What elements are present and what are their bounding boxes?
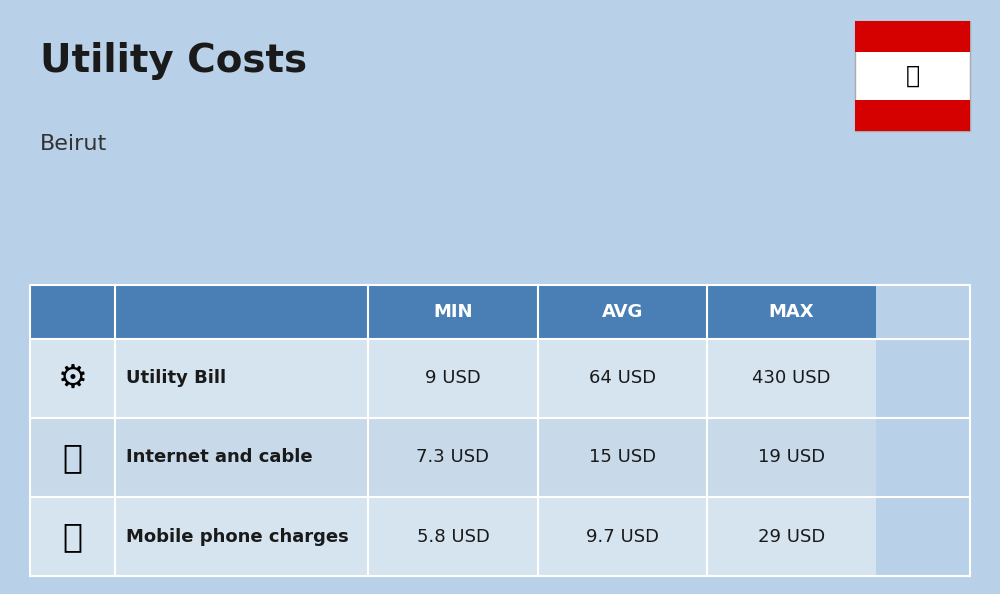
FancyBboxPatch shape <box>115 339 368 418</box>
FancyBboxPatch shape <box>707 285 876 339</box>
Text: 64 USD: 64 USD <box>589 369 656 387</box>
FancyBboxPatch shape <box>368 418 538 497</box>
FancyBboxPatch shape <box>707 497 876 576</box>
Text: Utility Costs: Utility Costs <box>40 42 307 80</box>
Text: Mobile phone charges: Mobile phone charges <box>126 527 349 545</box>
Text: 🌲: 🌲 <box>905 64 920 88</box>
FancyBboxPatch shape <box>855 100 970 131</box>
FancyBboxPatch shape <box>855 21 970 52</box>
FancyBboxPatch shape <box>538 418 707 497</box>
Text: Utility Bill: Utility Bill <box>126 369 226 387</box>
Text: 19 USD: 19 USD <box>758 448 825 466</box>
FancyBboxPatch shape <box>30 497 115 576</box>
Text: 29 USD: 29 USD <box>758 527 825 545</box>
FancyBboxPatch shape <box>538 497 707 576</box>
FancyBboxPatch shape <box>707 418 876 497</box>
FancyBboxPatch shape <box>368 339 538 418</box>
Text: 9 USD: 9 USD <box>425 369 481 387</box>
FancyBboxPatch shape <box>115 497 368 576</box>
Text: 9.7 USD: 9.7 USD <box>586 527 659 545</box>
Text: 📱: 📱 <box>62 520 82 553</box>
FancyBboxPatch shape <box>855 21 970 131</box>
Text: 7.3 USD: 7.3 USD <box>416 448 489 466</box>
FancyBboxPatch shape <box>368 285 538 339</box>
FancyBboxPatch shape <box>30 285 115 339</box>
Text: AVG: AVG <box>602 303 643 321</box>
Text: Internet and cable: Internet and cable <box>126 448 313 466</box>
FancyBboxPatch shape <box>707 339 876 418</box>
FancyBboxPatch shape <box>538 339 707 418</box>
FancyBboxPatch shape <box>115 285 368 339</box>
FancyBboxPatch shape <box>30 339 115 418</box>
Text: 5.8 USD: 5.8 USD <box>417 527 489 545</box>
Text: Beirut: Beirut <box>40 134 107 154</box>
Text: 15 USD: 15 USD <box>589 448 656 466</box>
FancyBboxPatch shape <box>30 418 115 497</box>
Text: 📶: 📶 <box>62 441 82 474</box>
Text: ⚙: ⚙ <box>57 362 87 394</box>
Text: MIN: MIN <box>433 303 473 321</box>
Text: MAX: MAX <box>769 303 814 321</box>
FancyBboxPatch shape <box>538 285 707 339</box>
FancyBboxPatch shape <box>368 497 538 576</box>
Text: 430 USD: 430 USD <box>752 369 831 387</box>
FancyBboxPatch shape <box>115 418 368 497</box>
